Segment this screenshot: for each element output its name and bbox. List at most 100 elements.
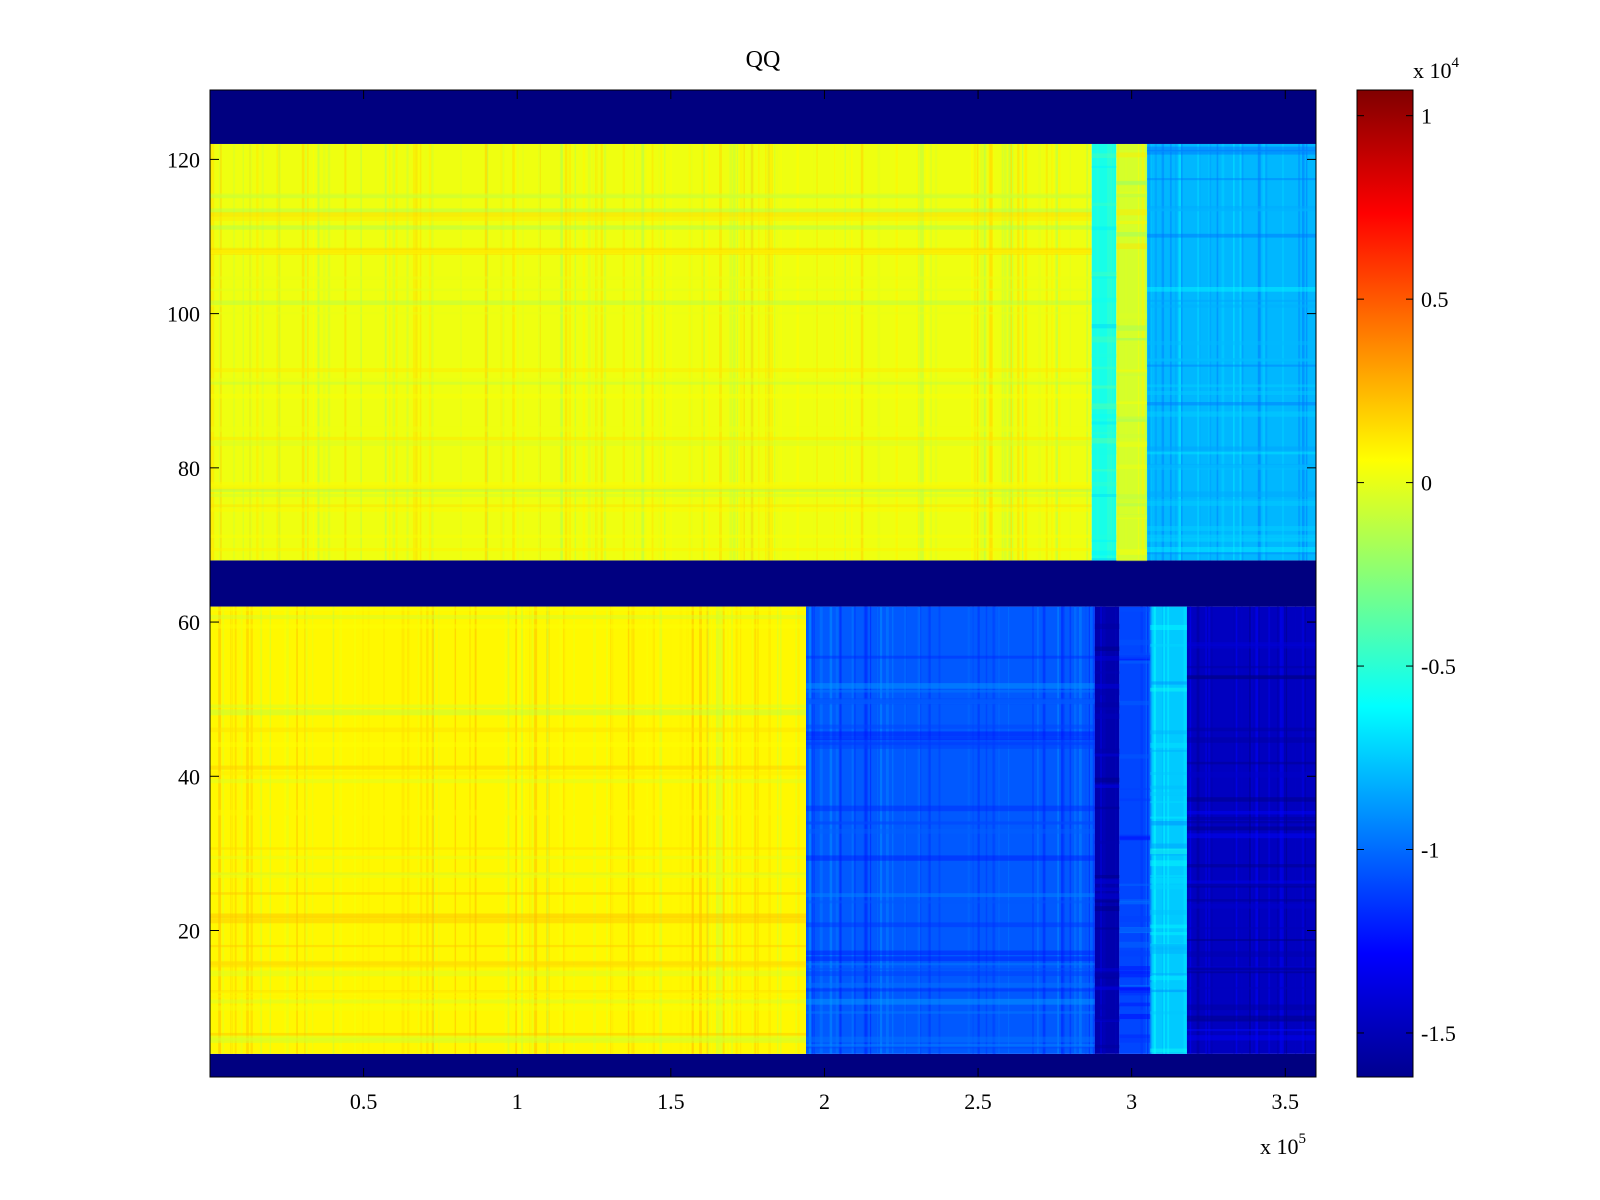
heatmap-streak xyxy=(1186,1029,1316,1032)
heatmap-streak xyxy=(1094,927,1120,930)
heatmap-streak xyxy=(659,606,663,1054)
heatmap-streak xyxy=(1094,655,1120,661)
heatmap-streak xyxy=(210,771,807,776)
heatmap-streak xyxy=(905,606,907,1054)
heatmap-streak xyxy=(1161,143,1165,561)
heatmap-streak xyxy=(1146,606,1148,1054)
heatmap-streak xyxy=(1094,893,1120,899)
heatmap-streak xyxy=(1169,143,1172,561)
heatmap-streak xyxy=(1102,606,1106,1054)
heatmap-streak xyxy=(891,606,894,1054)
heatmap-streak xyxy=(1119,986,1151,991)
heatmap-streak xyxy=(210,426,1092,432)
heatmap-streak xyxy=(724,606,728,1054)
heatmap-streak xyxy=(806,739,1095,744)
heatmap-streak xyxy=(1147,358,1316,362)
heatmap-streak xyxy=(1186,898,1316,902)
heatmap-streak xyxy=(736,143,738,561)
heatmap-streak xyxy=(1147,411,1316,417)
heatmap-streak xyxy=(210,276,1092,280)
heatmap-streak xyxy=(210,913,807,917)
heatmap-streak xyxy=(1088,606,1091,1054)
heatmap-streak xyxy=(503,143,506,561)
heatmap-streak xyxy=(210,1005,807,1011)
heatmap-streak xyxy=(699,606,702,1054)
heatmap-streak xyxy=(1186,971,1316,974)
heatmap-streak xyxy=(1011,143,1014,561)
heatmap-streak xyxy=(1119,990,1151,996)
heatmap-streak xyxy=(210,607,807,612)
heatmap-streak xyxy=(983,143,986,561)
heatmap-streak xyxy=(420,606,423,1054)
heatmap-streak xyxy=(1150,843,1187,849)
heatmap-streak xyxy=(1216,143,1219,561)
heatmap-streak xyxy=(210,225,1092,230)
heatmap-streak xyxy=(1150,989,1187,993)
heatmap-streak xyxy=(1147,534,1316,538)
heatmap-streak xyxy=(1147,384,1316,388)
heatmap-streak xyxy=(417,606,419,1054)
heatmap-streak xyxy=(218,606,222,1054)
heatmap-streak xyxy=(1150,948,1187,954)
heatmap-streak xyxy=(1086,143,1089,561)
heatmap-streak xyxy=(1116,514,1148,520)
heatmap-streak xyxy=(210,847,807,850)
heatmap-streak xyxy=(1094,646,1120,652)
heatmap-streak xyxy=(1186,927,1316,930)
heatmap-streak xyxy=(388,143,391,561)
heatmap-streak xyxy=(774,143,776,561)
heatmap-streak xyxy=(658,143,661,561)
heatmap-streak xyxy=(752,606,755,1054)
heatmap-streak xyxy=(1186,1035,1316,1041)
heatmap-streak xyxy=(593,606,596,1054)
heatmap-streak xyxy=(1119,883,1151,886)
heatmap-streak xyxy=(424,143,428,561)
heatmap-streak xyxy=(412,143,416,561)
heatmap-streak xyxy=(1147,491,1316,498)
heatmap-streak xyxy=(573,606,576,1054)
heatmap-streak xyxy=(1150,624,1187,631)
heatmap-streak xyxy=(210,916,807,919)
heatmap-streak xyxy=(806,988,1095,992)
heatmap-streak xyxy=(1003,143,1007,561)
x-tick-label: 2.5 xyxy=(964,1089,992,1114)
heatmap-streak xyxy=(516,143,519,561)
heatmap-streak xyxy=(1116,419,1148,422)
heatmap-streak xyxy=(538,143,541,561)
y-tick-label: 20 xyxy=(178,918,200,943)
heatmap-streak xyxy=(1119,836,1151,841)
heatmap-streak xyxy=(210,436,1092,441)
heatmap-streak xyxy=(1092,606,1095,1054)
heatmap-streak xyxy=(806,950,1095,956)
heatmap-streak xyxy=(1116,152,1148,158)
heatmap-streak xyxy=(1119,950,1151,957)
chart-title: QQ xyxy=(746,47,781,73)
heatmap-streak xyxy=(1119,787,1151,790)
heatmap-streak xyxy=(460,143,462,561)
heatmap-streak xyxy=(806,963,1095,966)
heatmap-streak xyxy=(307,143,309,561)
heatmap-streak xyxy=(739,143,743,561)
heatmap-streak xyxy=(806,1036,1095,1043)
y-tick-label: 80 xyxy=(178,456,200,481)
heatmap-streak xyxy=(1119,798,1151,802)
heatmap-streak xyxy=(1301,606,1305,1054)
heatmap-streak xyxy=(1045,143,1047,561)
heatmap-streak xyxy=(1304,606,1306,1054)
heatmap-streak xyxy=(722,606,725,1054)
heatmap-streak xyxy=(777,606,779,1054)
heatmap-streak xyxy=(1150,924,1187,929)
heatmap-streak xyxy=(1150,875,1187,878)
heatmap-streak xyxy=(1119,899,1151,902)
heatmap-streak xyxy=(1162,606,1166,1054)
heatmap-streak xyxy=(870,606,872,1054)
heatmap-streak xyxy=(729,143,733,561)
heatmap-streak xyxy=(1150,687,1187,692)
heatmap-streak xyxy=(1119,1009,1151,1015)
heatmap-streak xyxy=(1186,810,1316,815)
heatmap-streak xyxy=(546,606,549,1054)
heatmap-streak xyxy=(728,606,731,1054)
heatmap-streak xyxy=(210,493,1092,498)
heatmap-streak xyxy=(1091,324,1117,329)
